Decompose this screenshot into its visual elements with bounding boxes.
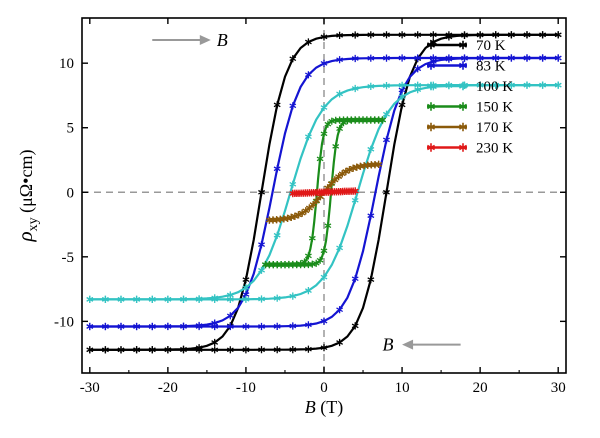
legend-marker — [426, 40, 468, 50]
x-tick-label: -20 — [158, 380, 178, 396]
field-direction-annotation: B — [152, 30, 228, 50]
legend-marker — [426, 143, 468, 152]
series-100-k — [86, 81, 562, 303]
data-points — [265, 160, 383, 224]
axis-labels: B (T) ρxy (μΩ•cm) — [13, 150, 343, 418]
legend-item: 150 K — [426, 100, 513, 116]
x-tick-label: 30 — [551, 380, 566, 396]
x-tick-label: -10 — [236, 380, 256, 396]
legend-marker — [426, 81, 468, 91]
legend-label: 170 K — [476, 120, 513, 136]
legend: 70 K 83 K 100 K 150 K 170 K 230 K — [426, 38, 513, 157]
annotation-label: B — [217, 30, 228, 50]
legend-label: 150 K — [476, 100, 513, 116]
legend-item: 230 K — [426, 141, 513, 157]
field-direction-annotation: B — [383, 335, 461, 355]
x-tick-label: 20 — [473, 380, 488, 396]
annotation-label: B — [383, 335, 394, 355]
legend-label: 70 K — [476, 38, 506, 54]
legend-item: 70 K — [426, 38, 506, 54]
arrow-left-icon — [402, 339, 414, 350]
y-axis-label: ρxy (μΩ•cm) — [13, 150, 41, 243]
ticks-group: -30 -20 -10 0 10 20 30 -10 -5 0 5 10 — [54, 18, 566, 396]
series-150-k — [261, 116, 387, 269]
series-group — [86, 31, 562, 354]
y-tick-label: -5 — [62, 250, 75, 266]
data-points — [86, 54, 562, 331]
data-points — [86, 31, 562, 354]
series-230-k — [289, 187, 359, 198]
y-tick-label: 0 — [67, 185, 75, 201]
series-83-k — [86, 54, 562, 331]
legend-item: 100 K — [426, 79, 513, 95]
annotations-group: BB — [152, 30, 461, 355]
legend-label: 83 K — [476, 59, 506, 75]
legend-item: 83 K — [426, 59, 506, 75]
y-tick-label: 5 — [67, 121, 75, 137]
data-points — [289, 187, 359, 198]
legend-marker — [426, 122, 468, 132]
x-tick-label: 10 — [395, 380, 410, 396]
arrow-right-icon — [199, 34, 211, 45]
legend-marker — [426, 102, 468, 111]
legend-item: 170 K — [426, 120, 513, 136]
legend-marker — [426, 61, 468, 70]
legend-label: 230 K — [476, 141, 513, 157]
y-tick-label: 10 — [59, 56, 74, 72]
x-tick-label: -30 — [80, 380, 100, 396]
series-70-k — [86, 31, 562, 354]
legend-label: 100 K — [476, 79, 513, 95]
x-tick-label: 0 — [320, 380, 328, 396]
x-axis-label: B (T) — [305, 397, 343, 418]
y-tick-label: -10 — [54, 314, 74, 330]
